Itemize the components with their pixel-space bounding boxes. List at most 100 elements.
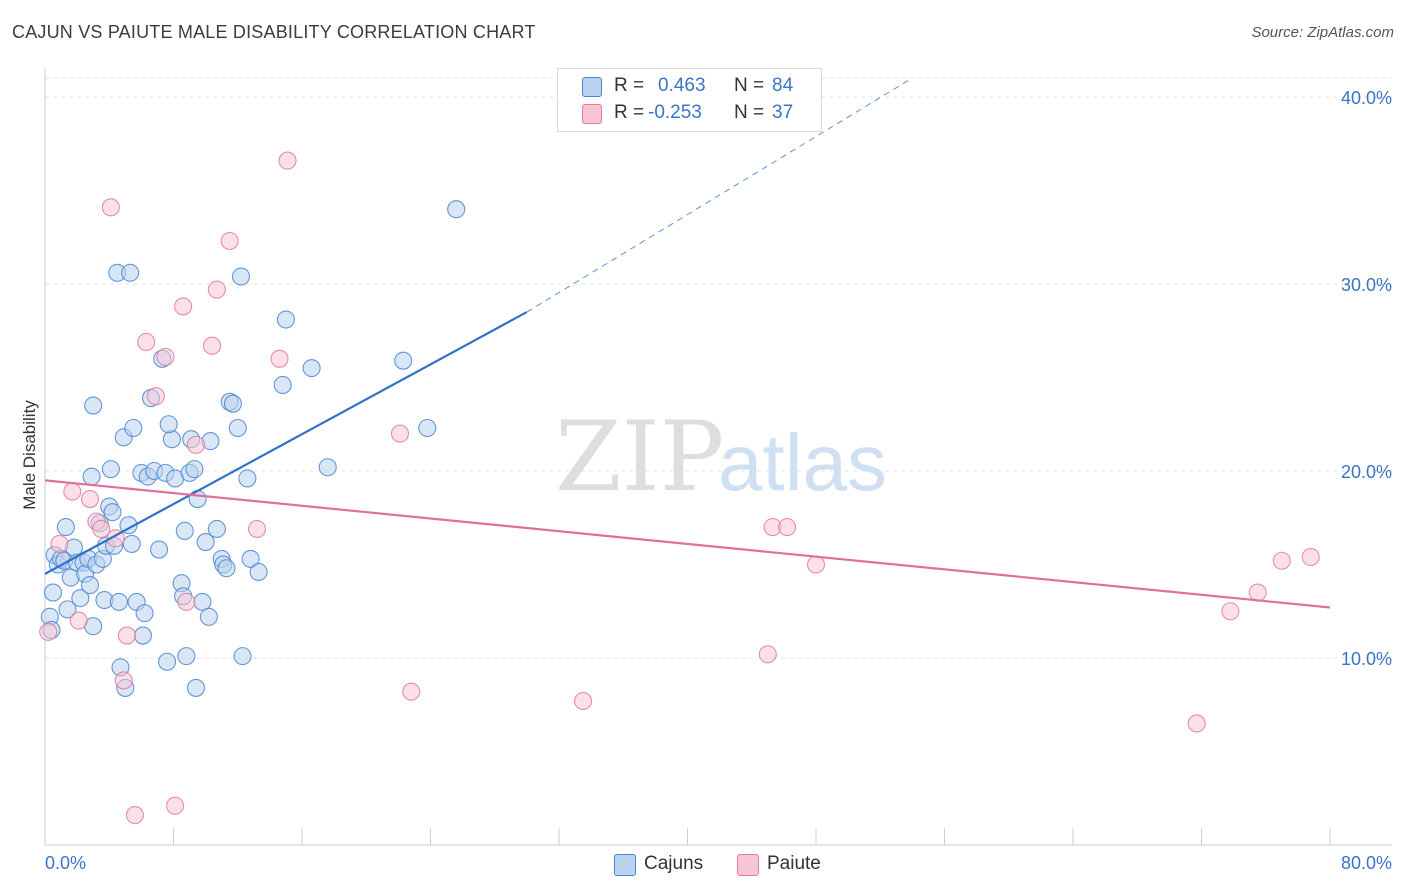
- data-point-cajuns: [71, 589, 90, 608]
- trend-line-cajuns-extension: [526, 77, 913, 313]
- y-axis-title: Male Disability: [20, 400, 39, 510]
- data-point-paiute: [137, 332, 156, 352]
- n-value: 84: [772, 75, 794, 96]
- trend-line-paiute: [44, 479, 1331, 609]
- data-point-paiute: [574, 691, 593, 711]
- data-point-paiute: [778, 518, 797, 537]
- data-point-cajuns: [135, 604, 154, 623]
- data-point-paiute: [1248, 583, 1267, 602]
- data-point-paiute: [220, 231, 239, 251]
- data-point-cajuns: [109, 592, 128, 611]
- cajuns-swatch: [582, 77, 602, 97]
- data-point-cajuns: [273, 375, 292, 395]
- data-point-cajuns: [233, 647, 252, 666]
- data-point-cajuns: [447, 200, 466, 219]
- data-point-cajuns: [84, 396, 103, 415]
- n-label: N =: [734, 75, 765, 96]
- r-label: R =: [614, 75, 645, 96]
- watermark-zip: ZIP: [555, 401, 724, 513]
- data-point-cajuns: [177, 647, 196, 666]
- cajuns-legend-swatch: [614, 854, 636, 876]
- watermark-atlas: atlas: [718, 418, 887, 507]
- r-label: R =: [614, 102, 645, 123]
- data-point-paiute: [278, 151, 297, 170]
- data-point-paiute: [207, 280, 226, 299]
- data-point-paiute: [92, 519, 111, 539]
- data-point-paiute: [114, 671, 133, 690]
- data-point-cajuns: [119, 516, 138, 535]
- data-point-paiute: [186, 435, 206, 454]
- data-point-paiute: [806, 555, 826, 574]
- trend-line-cajuns: [44, 311, 528, 575]
- data-point-cajuns: [196, 533, 215, 552]
- data-point-cajuns: [228, 418, 247, 438]
- data-point-cajuns: [185, 460, 204, 479]
- data-point-paiute: [166, 796, 185, 815]
- data-point-cajuns: [318, 458, 337, 477]
- data-point-cajuns: [231, 267, 251, 286]
- data-point-cajuns: [80, 576, 100, 595]
- data-point-paiute: [203, 336, 222, 355]
- y-tick-label: 30.0%: [1341, 275, 1392, 295]
- data-point-paiute: [402, 682, 421, 701]
- data-point-cajuns: [149, 540, 169, 559]
- data-point-cajuns: [121, 263, 140, 282]
- data-point-paiute: [101, 198, 120, 217]
- data-point-paiute: [39, 622, 58, 641]
- cajuns-legend-label: Cajuns: [644, 853, 704, 874]
- chart-title: CAJUN VS PAIUTE MALE DISABILITY CORRELAT…: [12, 22, 536, 42]
- data-point-paiute: [69, 611, 88, 630]
- data-point-cajuns: [103, 503, 122, 522]
- series-paiute: [39, 151, 1320, 825]
- source-label: Source: ZipAtlas.com: [1251, 24, 1394, 41]
- y-tick-label: 10.0%: [1341, 649, 1392, 669]
- data-point-cajuns: [162, 430, 181, 449]
- data-point-cajuns: [217, 559, 236, 578]
- paiute-legend-label: Paiute: [767, 853, 821, 874]
- r-value: -0.253: [648, 102, 702, 123]
- n-label: N =: [734, 102, 765, 123]
- data-point-paiute: [247, 519, 267, 539]
- data-point-cajuns: [207, 519, 226, 539]
- data-point-paiute: [80, 489, 100, 509]
- legend-item-paiute[interactable]: Paiute: [737, 852, 837, 876]
- stats-legend: R = 0.463 N = 84 R = -0.253 N = 37: [557, 68, 822, 132]
- data-point-paiute: [156, 347, 175, 366]
- data-point-cajuns: [175, 521, 194, 540]
- data-point-paiute: [177, 592, 196, 611]
- n-value: 37: [772, 102, 794, 123]
- data-point-cajuns: [58, 600, 77, 619]
- data-point-paiute: [758, 645, 777, 664]
- data-point-cajuns: [56, 518, 75, 537]
- data-point-paiute: [63, 482, 82, 501]
- data-point-paiute: [1187, 714, 1206, 733]
- data-point-cajuns: [186, 678, 206, 697]
- data-point-paiute: [390, 424, 410, 443]
- data-point-cajuns: [241, 549, 260, 568]
- series-cajuns: [40, 200, 466, 697]
- legend-item-cajuns[interactable]: Cajuns: [614, 852, 714, 876]
- r-value: 0.463: [658, 75, 706, 96]
- x-tick-label-min: 0.0%: [45, 853, 86, 873]
- data-point-cajuns: [249, 562, 268, 582]
- data-point-cajuns: [276, 310, 295, 329]
- data-point-paiute: [50, 534, 69, 553]
- data-point-cajuns: [101, 460, 120, 479]
- paiute-swatch: [582, 104, 602, 124]
- data-point-cajuns: [238, 469, 257, 488]
- x-tick-label-max: 80.0%: [1341, 853, 1392, 873]
- data-point-cajuns: [418, 418, 437, 438]
- data-point-cajuns: [199, 607, 218, 626]
- data-point-paiute: [270, 349, 289, 368]
- data-point-paiute: [146, 387, 165, 406]
- data-point-cajuns: [122, 534, 141, 553]
- data-point-cajuns: [43, 583, 63, 602]
- data-point-cajuns: [159, 415, 178, 434]
- data-point-paiute: [117, 626, 136, 645]
- data-point-cajuns: [302, 359, 321, 378]
- data-point-cajuns: [124, 418, 143, 438]
- data-point-cajuns: [133, 626, 153, 645]
- y-tick-label: 40.0%: [1341, 88, 1392, 108]
- y-tick-label: 20.0%: [1341, 462, 1392, 482]
